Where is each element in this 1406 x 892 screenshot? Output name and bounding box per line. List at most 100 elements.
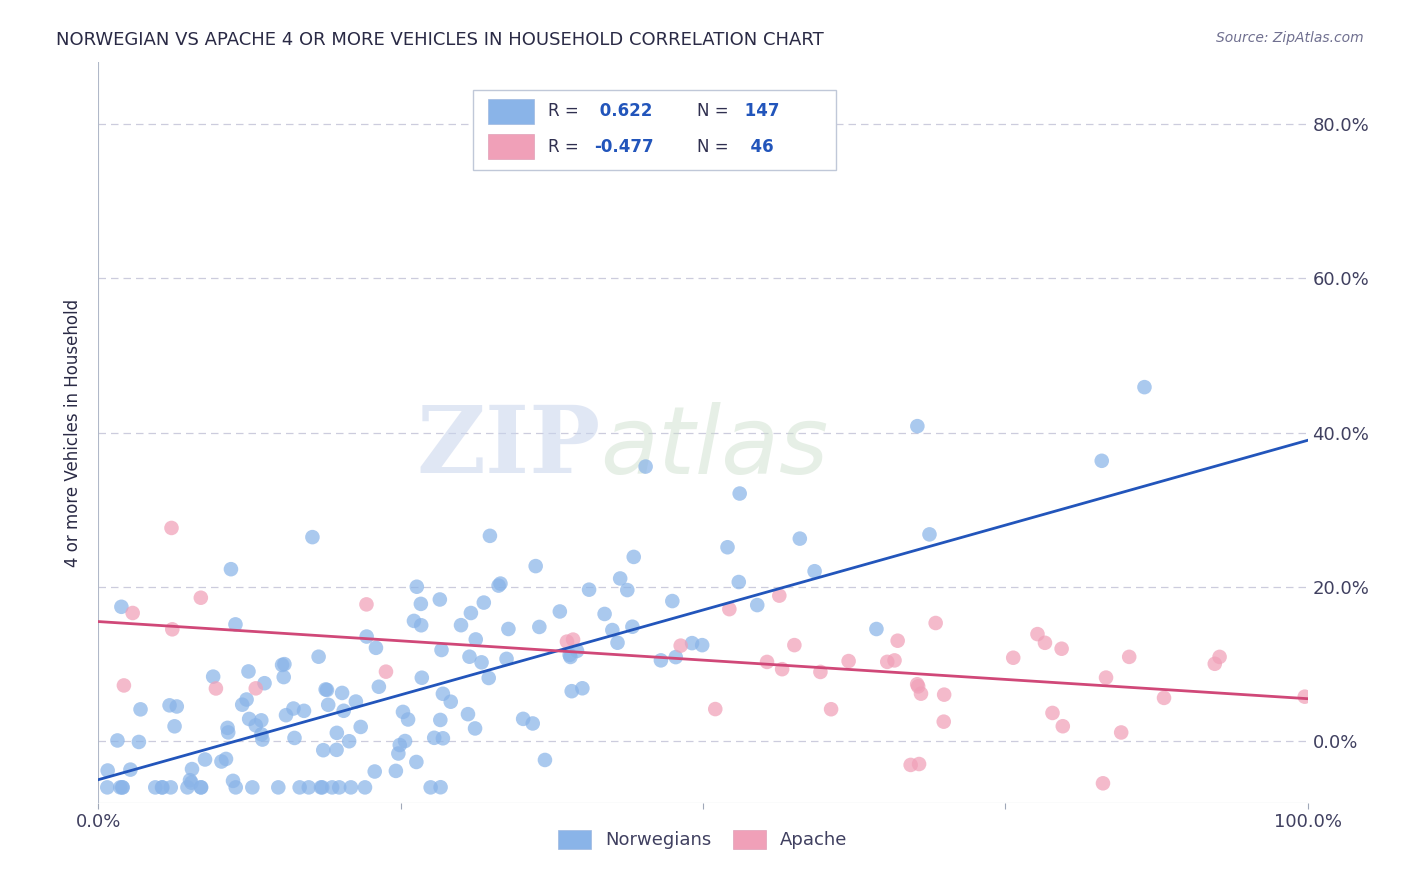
Point [288, 780, 311, 795]
Point [768, 589, 790, 603]
Point [312, 743, 335, 757]
Point [301, 530, 323, 544]
Point [405, 580, 427, 594]
Point [561, 684, 583, 698]
Point [245, 681, 267, 696]
Point [111, 780, 134, 795]
Point [918, 527, 941, 541]
Point [429, 780, 451, 795]
Point [238, 665, 260, 679]
Point [217, 725, 239, 739]
Point [1095, 671, 1118, 685]
Point [176, 780, 198, 795]
Point [910, 687, 932, 701]
Point [865, 622, 887, 636]
Point [160, 521, 183, 535]
Point [340, 780, 363, 795]
Point [1133, 380, 1156, 394]
Point [883, 653, 905, 667]
Point [1091, 454, 1114, 468]
Point [534, 753, 557, 767]
Point [121, 606, 143, 620]
Point [690, 638, 713, 652]
Point [411, 671, 433, 685]
Point [162, 623, 184, 637]
Point [1052, 719, 1074, 733]
FancyBboxPatch shape [474, 90, 837, 169]
Point [110, 780, 132, 795]
Point [311, 780, 333, 795]
Point [472, 596, 495, 610]
Point [512, 712, 534, 726]
Text: N =: N = [697, 103, 728, 120]
Point [1091, 776, 1114, 790]
Point [321, 780, 343, 795]
Text: Source: ZipAtlas.com: Source: ZipAtlas.com [1216, 31, 1364, 45]
Point [180, 775, 202, 789]
Point [238, 712, 260, 726]
Point [578, 582, 600, 597]
Point [252, 732, 274, 747]
Point [217, 721, 239, 735]
Point [253, 676, 276, 690]
Point [498, 622, 520, 636]
Point [219, 562, 242, 576]
Point [621, 620, 644, 634]
Point [344, 694, 367, 708]
Point [471, 656, 494, 670]
Text: ZIP: ZIP [416, 402, 600, 492]
Point [150, 780, 173, 795]
Point [907, 679, 929, 693]
Point [194, 752, 217, 766]
Point [1033, 636, 1056, 650]
Point [900, 758, 922, 772]
Point [908, 757, 931, 772]
Point [328, 780, 350, 795]
Point [211, 755, 233, 769]
Point [728, 486, 751, 500]
Text: -0.477: -0.477 [595, 138, 654, 156]
Point [524, 559, 547, 574]
Point [96, 780, 118, 795]
Point [716, 541, 738, 555]
Point [143, 780, 166, 795]
Point [245, 718, 267, 732]
Legend: Norwegians, Apache: Norwegians, Apache [551, 823, 855, 856]
FancyBboxPatch shape [488, 135, 534, 160]
Point [820, 702, 842, 716]
Point [392, 705, 415, 719]
Point [1204, 657, 1226, 671]
Point [411, 618, 433, 632]
Point [440, 695, 463, 709]
Point [522, 716, 544, 731]
Point [190, 591, 212, 605]
Point [623, 549, 645, 564]
Point [315, 682, 337, 697]
Text: 147: 147 [740, 103, 780, 120]
Text: NORWEGIAN VS APACHE 4 OR MORE VEHICLES IN HOUSEHOLD CORRELATION CHART: NORWEGIAN VS APACHE 4 OR MORE VEHICLES I… [56, 31, 824, 49]
Point [202, 670, 225, 684]
Point [309, 780, 332, 795]
Point [1118, 649, 1140, 664]
Point [562, 632, 585, 647]
Point [283, 731, 305, 745]
Point [367, 680, 389, 694]
Point [222, 773, 245, 788]
Text: 0.622: 0.622 [595, 103, 652, 120]
Point [354, 780, 377, 795]
Point [166, 699, 188, 714]
Point [181, 762, 204, 776]
Point [283, 701, 305, 715]
Point [1109, 725, 1132, 739]
Point [457, 707, 479, 722]
Point [555, 634, 578, 648]
Point [235, 692, 257, 706]
Point [128, 735, 150, 749]
Point [330, 686, 353, 700]
Text: atlas: atlas [600, 402, 828, 493]
Text: N =: N = [697, 138, 728, 156]
Point [224, 617, 246, 632]
Point [934, 688, 956, 702]
Point [215, 752, 238, 766]
Point [250, 714, 273, 728]
